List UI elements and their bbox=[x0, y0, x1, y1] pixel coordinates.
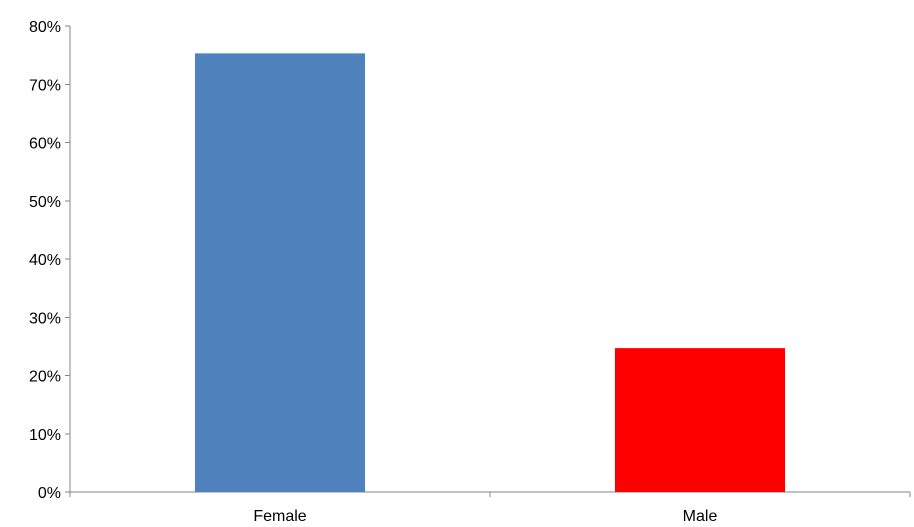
bars bbox=[194, 53, 786, 492]
y-axis: 0% 10% 20% 30% 40% 50% 60% 70% 80% bbox=[29, 19, 71, 502]
y-tick-label: 60% bbox=[29, 136, 61, 153]
bar-female bbox=[194, 53, 366, 492]
bar-male bbox=[614, 348, 786, 492]
y-tick-label: 40% bbox=[29, 252, 61, 269]
y-tick-label: 30% bbox=[29, 310, 61, 327]
x-tick-label: Male bbox=[683, 508, 718, 525]
y-tick-label: 0% bbox=[38, 485, 61, 502]
y-tick-label: 10% bbox=[29, 427, 61, 444]
x-tick-label: Female bbox=[253, 508, 306, 525]
y-tick-label: 80% bbox=[29, 19, 61, 36]
x-axis: Female Male bbox=[69, 491, 911, 525]
y-tick-label: 50% bbox=[29, 194, 61, 211]
y-tick-label: 20% bbox=[29, 369, 61, 386]
y-tick-label: 70% bbox=[29, 77, 61, 94]
